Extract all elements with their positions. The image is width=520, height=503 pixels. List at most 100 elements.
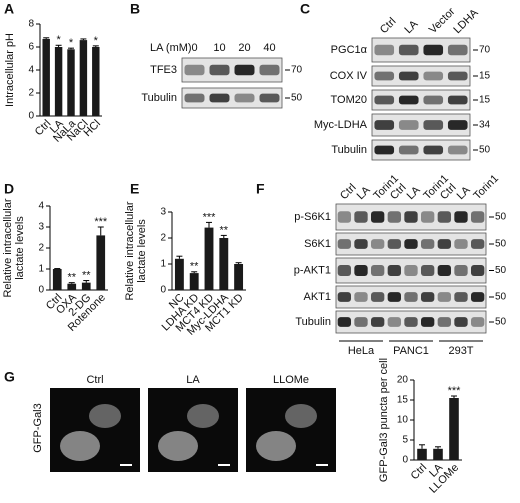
blot-band <box>454 211 468 223</box>
lane-label: LA <box>402 18 420 36</box>
blot-band <box>437 239 451 249</box>
blot-band <box>471 317 485 327</box>
bar <box>96 235 106 290</box>
row-label: PGC1α <box>331 44 368 56</box>
blot-band <box>404 317 418 327</box>
image-row-label: GFP-Gal3 <box>32 403 44 453</box>
row-label: TFE3 <box>150 64 177 76</box>
blot-band <box>337 292 351 302</box>
bar <box>67 49 75 116</box>
lane-label: 20 <box>238 42 250 54</box>
blot-band <box>454 292 468 302</box>
lane-label: LA <box>405 184 423 202</box>
blot-band <box>371 292 385 302</box>
significance: * <box>94 35 99 47</box>
y-tick-label: 0 <box>402 455 408 466</box>
blot-band <box>471 239 485 249</box>
blot-band <box>374 145 395 155</box>
bar <box>174 258 184 290</box>
bar <box>449 398 459 460</box>
blot-band <box>447 145 468 155</box>
row-label: TOM20 <box>331 94 367 106</box>
blot-frame <box>371 89 471 111</box>
row-label: Tubulin <box>295 316 331 328</box>
blot-band <box>354 211 368 223</box>
cell <box>256 431 296 461</box>
blot-band <box>184 64 205 76</box>
panel-label: D <box>4 181 14 197</box>
y-tick-label: 20 <box>397 375 409 386</box>
y-tick-label: 10 <box>397 415 409 426</box>
micrograph <box>246 388 336 472</box>
bar <box>42 38 50 117</box>
significance: ** <box>67 272 76 284</box>
blot-band <box>437 317 451 327</box>
y-tick-label: 1 <box>160 259 166 270</box>
blot-band <box>354 239 368 249</box>
significance: *** <box>94 216 108 228</box>
micrograph <box>50 388 140 472</box>
lane-label: 40 <box>263 42 275 54</box>
bar <box>219 238 229 290</box>
significance: *** <box>448 385 462 397</box>
blot-band <box>234 64 255 76</box>
blot-band <box>471 292 485 302</box>
blot-band <box>447 44 468 56</box>
x-tick-label: Ctrl <box>409 462 430 483</box>
y-axis-label: GFP-Gal3 puncta per cell <box>378 358 390 482</box>
blot-band <box>209 64 230 76</box>
y-tick-label: 0 <box>38 285 44 296</box>
marker-label: 50 <box>495 292 507 303</box>
y-axis-label: Relative intracellular <box>124 201 136 300</box>
blot-band <box>398 44 419 56</box>
blot-band <box>371 239 385 249</box>
blot-band <box>374 71 395 81</box>
y-tick-label: 6 <box>28 42 34 53</box>
blot-band <box>387 265 401 276</box>
blot-band <box>234 93 255 103</box>
blot-band <box>354 265 368 276</box>
blot-band <box>404 265 418 276</box>
y-axis-label: Relative intracellular <box>2 198 14 297</box>
blot-band <box>423 71 444 81</box>
y-tick-label: 5 <box>402 435 408 446</box>
blot-band <box>423 120 444 130</box>
lane-label: 10 <box>213 42 225 54</box>
blot-band <box>259 64 280 76</box>
blot-band <box>387 292 401 302</box>
blot-band <box>337 239 351 249</box>
blot-band <box>447 120 468 130</box>
y-tick-label: 0 <box>160 285 166 296</box>
marker-label: 15 <box>479 71 491 82</box>
micrograph <box>148 388 238 472</box>
blot-band <box>374 120 395 130</box>
blot-band <box>404 211 418 223</box>
marker-label: 15 <box>479 95 491 106</box>
panel-label: B <box>130 1 140 17</box>
blot-band <box>374 95 395 105</box>
bar <box>433 448 443 460</box>
lane-label: LA <box>355 184 373 202</box>
blot-band <box>471 211 485 223</box>
panel-label: F <box>256 181 265 197</box>
blot-band <box>387 211 401 223</box>
blot-band <box>404 239 418 249</box>
blot-band <box>421 317 435 327</box>
blot-band <box>398 95 419 105</box>
cell <box>285 404 317 428</box>
bar <box>52 269 62 290</box>
blot-band <box>184 93 205 103</box>
bar <box>417 448 427 460</box>
cell <box>187 404 219 428</box>
blot-band <box>421 265 435 276</box>
y-axis-label: lactate levels <box>136 219 148 283</box>
blot-band <box>471 265 485 276</box>
lane-label: 0 <box>191 42 197 54</box>
blot-band <box>421 292 435 302</box>
bar <box>189 273 199 290</box>
blot-band <box>337 265 351 276</box>
cell <box>158 431 198 461</box>
panel-label: C <box>300 1 310 17</box>
panel-label: A <box>4 1 14 17</box>
image-label: LLOMe <box>273 374 309 386</box>
